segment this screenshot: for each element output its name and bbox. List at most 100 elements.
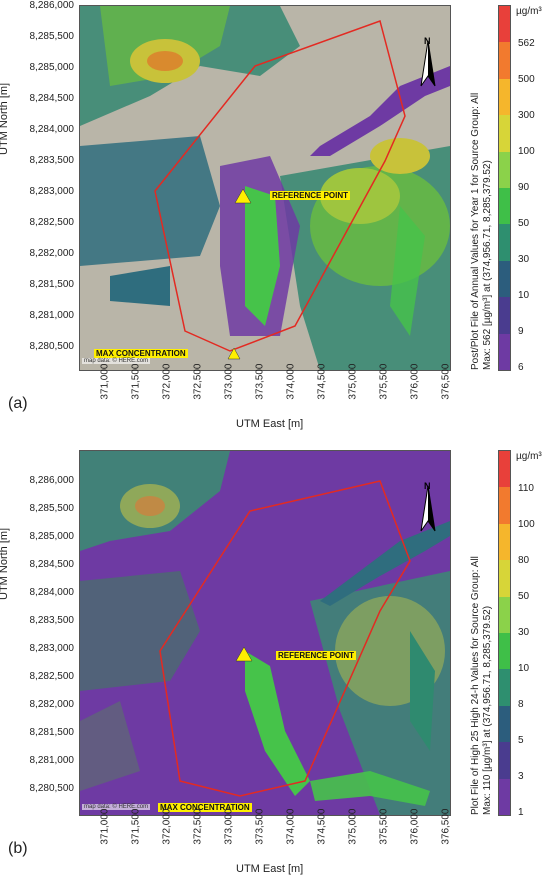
y-tick: 8,282,500 bbox=[29, 671, 75, 682]
y-tick: 8,281,000 bbox=[29, 310, 75, 321]
colorbar-tick: 30 bbox=[518, 627, 530, 638]
colorbar-tick: 50 bbox=[518, 591, 530, 602]
colorbar-tick: 90 bbox=[518, 182, 530, 193]
colorbar-tick: 100 bbox=[518, 146, 535, 157]
max-concentration-label: MAX CONCENTRATION bbox=[158, 803, 252, 812]
y-axis-label: UTM North [m] bbox=[0, 82, 10, 155]
colorbar-segment bbox=[499, 297, 510, 334]
colorbar-segment bbox=[499, 596, 510, 633]
y-tick: 8,282,500 bbox=[29, 217, 75, 228]
x-tick: 373,000 bbox=[223, 808, 235, 845]
map-graphic bbox=[80, 451, 450, 815]
y-tick: 8,281,500 bbox=[29, 727, 75, 738]
y-tick: 8,286,000 bbox=[29, 475, 75, 486]
y-tick: 8,284,000 bbox=[29, 124, 75, 135]
x-tick: 371,500 bbox=[130, 808, 142, 845]
x-tick: 375,000 bbox=[347, 363, 359, 400]
colorbar-title-line: Max: 110 [µg/m³] at (374,956.71, 8,285,3… bbox=[482, 605, 493, 815]
x-tick: 375,500 bbox=[378, 808, 390, 845]
colorbar-unit: µg/m³ bbox=[516, 6, 542, 17]
panel-letter: (b) bbox=[8, 840, 28, 857]
colorbar-tick: 500 bbox=[518, 74, 535, 85]
y-tick: 8,285,500 bbox=[29, 503, 75, 514]
y-tick: 8,282,000 bbox=[29, 248, 75, 259]
x-tick: 372,500 bbox=[192, 808, 204, 845]
colorbar-segment bbox=[499, 560, 510, 597]
reference-point-label: REFERENCE POINT bbox=[276, 651, 357, 660]
y-tick: 8,285,000 bbox=[29, 531, 75, 542]
y-tick: 8,285,500 bbox=[29, 31, 75, 42]
colorbar-tick: 30 bbox=[518, 254, 530, 265]
y-tick: 8,284,000 bbox=[29, 587, 75, 598]
colorbar-segment bbox=[499, 42, 510, 79]
y-tick: 8,282,000 bbox=[29, 699, 75, 710]
colorbar-title-line: Plot File of High 25 High 24-h Values fo… bbox=[470, 556, 481, 815]
y-tick: 8,286,000 bbox=[29, 0, 75, 11]
colorbar-segment bbox=[499, 260, 510, 298]
colorbar-tick: 50 bbox=[518, 218, 530, 229]
x-tick: 371,500 bbox=[130, 363, 142, 400]
colorbar-segment bbox=[499, 224, 510, 261]
y-tick: 8,283,500 bbox=[29, 155, 75, 166]
y-tick: 8,280,500 bbox=[29, 783, 75, 794]
x-tick: 373,500 bbox=[254, 808, 266, 845]
y-axis-label: UTM North [m] bbox=[0, 527, 10, 600]
colorbar-segment bbox=[499, 333, 510, 370]
colorbar-segment bbox=[499, 742, 510, 779]
colorbar-tick: 562 bbox=[518, 38, 535, 49]
y-tick: 8,283,000 bbox=[29, 186, 75, 197]
x-tick: 372,000 bbox=[161, 808, 173, 845]
x-tick: 376,000 bbox=[409, 808, 421, 845]
map-credit: map data: © HERE.com bbox=[82, 804, 151, 810]
colorbar-segment bbox=[499, 115, 510, 152]
colorbar-segment bbox=[499, 78, 510, 116]
x-tick: 374,000 bbox=[285, 808, 297, 845]
x-tick: 374,500 bbox=[316, 363, 328, 400]
x-axis-label: UTM East [m] bbox=[236, 418, 304, 430]
colorbar-unit: µg/m³ bbox=[516, 451, 542, 462]
colorbar-segment bbox=[499, 705, 510, 743]
map-graphic bbox=[80, 6, 450, 370]
colorbar bbox=[498, 5, 511, 371]
colorbar-tick: 8 bbox=[518, 699, 524, 710]
colorbar-segment bbox=[499, 151, 510, 188]
colorbar-title-line: Max: 562 [µg/m³] at (374,956.71, 8,285,3… bbox=[482, 160, 493, 370]
colorbar-tick: 300 bbox=[518, 110, 535, 121]
x-tick: 372,000 bbox=[161, 363, 173, 400]
colorbar-segment bbox=[499, 6, 510, 43]
colorbar-tick: 9 bbox=[518, 326, 524, 337]
y-tick: 8,283,500 bbox=[29, 615, 75, 626]
y-tick: 8,284,500 bbox=[29, 93, 75, 104]
map-credit: map data: © HERE.com bbox=[82, 358, 151, 364]
y-tick: 8,284,500 bbox=[29, 559, 75, 570]
colorbar-segment bbox=[499, 778, 510, 815]
panel-a: UTM North [m] 8,286,000 8,285,500 8,285,… bbox=[0, 0, 550, 444]
concentration-map: REFERENCE POINT MAX CONCENTRATION map da… bbox=[79, 450, 451, 816]
x-axis-label: UTM East [m] bbox=[236, 863, 304, 875]
x-tick: 374,000 bbox=[285, 363, 297, 400]
panel-letter: (a) bbox=[8, 395, 28, 412]
colorbar bbox=[498, 450, 511, 816]
x-tick: 372,500 bbox=[192, 363, 204, 400]
colorbar-tick: 1 bbox=[518, 807, 524, 818]
y-tick: 8,280,500 bbox=[29, 341, 75, 352]
colorbar-title: Post/Plot File of Annual Values for Year… bbox=[470, 93, 494, 370]
x-tick: 376,000 bbox=[409, 363, 421, 400]
north-arrow-icon: N bbox=[424, 481, 431, 491]
north-arrow-icon: N bbox=[424, 36, 431, 46]
colorbar-tick: 80 bbox=[518, 555, 530, 566]
colorbar-title-line: Post/Plot File of Annual Values for Year… bbox=[470, 92, 481, 370]
colorbar-segment bbox=[499, 487, 510, 524]
y-tick: 8,281,500 bbox=[29, 279, 75, 290]
colorbar-segment bbox=[499, 669, 510, 706]
x-tick: 371,000 bbox=[99, 363, 111, 400]
colorbar-segment bbox=[499, 632, 510, 670]
x-tick: 375,500 bbox=[378, 363, 390, 400]
colorbar-segment bbox=[499, 451, 510, 488]
colorbar-tick: 100 bbox=[518, 519, 535, 530]
x-tick: 376,500 bbox=[440, 363, 452, 400]
y-tick: 8,285,000 bbox=[29, 62, 75, 73]
reference-point-label: REFERENCE POINT bbox=[270, 191, 351, 200]
x-tick: 375,000 bbox=[347, 808, 359, 845]
colorbar-tick: 110 bbox=[518, 483, 534, 494]
